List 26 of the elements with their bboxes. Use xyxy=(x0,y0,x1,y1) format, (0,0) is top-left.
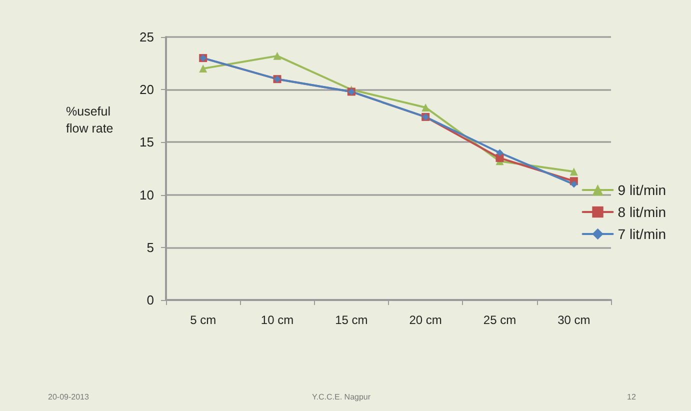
x-tick-label: 20 cm xyxy=(409,313,442,327)
point xyxy=(273,52,282,60)
y-tick-label: 10 xyxy=(140,187,154,202)
y-tick-label: 25 xyxy=(140,30,154,44)
y-tick-label: 20 xyxy=(140,82,154,98)
y-axis-title: %useful flow rate xyxy=(66,104,114,136)
point xyxy=(496,149,504,156)
text: 20-09-2013 xyxy=(48,392,90,402)
x-tick-label: 30 cm xyxy=(558,313,590,327)
text: Y.C.C.E. Nagpur xyxy=(312,392,371,402)
x-tick-label: 10 cm xyxy=(260,313,294,327)
x-tick-label: 5 cm xyxy=(190,313,216,327)
legend-label: 8 lit/min xyxy=(618,204,666,220)
y-tick-label: 15 xyxy=(140,134,154,150)
y-tick-label: 0 xyxy=(146,292,154,308)
point xyxy=(199,64,208,73)
x-tick-label: 15 cm xyxy=(335,313,368,327)
point xyxy=(570,180,578,188)
x-tick-label: 25 cm xyxy=(483,313,516,327)
y-tick-label: 5 xyxy=(146,240,154,255)
text: 12 xyxy=(627,392,636,402)
legend-label: 9 lit/min xyxy=(618,182,666,198)
point xyxy=(422,103,430,112)
point xyxy=(570,168,578,176)
point xyxy=(496,154,504,162)
legend-label: 7 lit/min xyxy=(618,226,666,242)
